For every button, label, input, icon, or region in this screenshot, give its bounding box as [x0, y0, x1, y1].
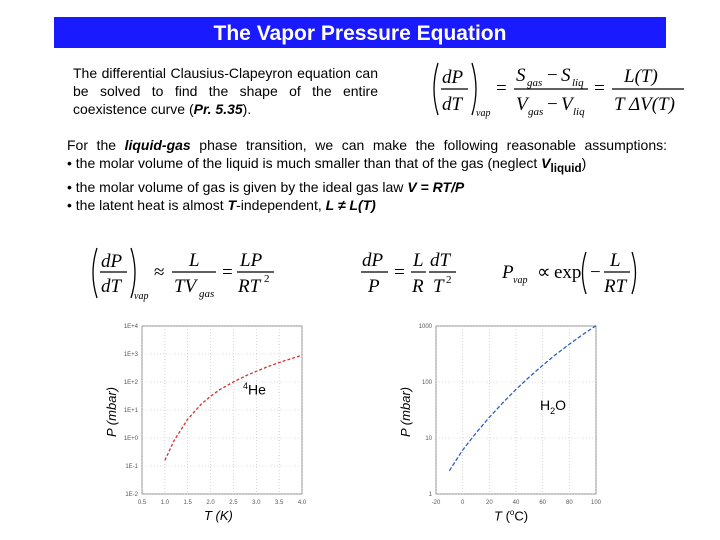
assumption-2: • the molar volume of gas is given by th… — [67, 178, 465, 195]
separated-equation: dP P = L R dT T 2 — [360, 246, 460, 305]
clausius-clapeyron-equation: dP dT vap = S gas − S liq V gas − V liq … — [428, 58, 690, 125]
svg-text:dP: dP — [362, 250, 384, 271]
cc-eq-2: = — [594, 78, 605, 99]
svg-text:dP: dP — [101, 251, 123, 272]
svg-text:∝: ∝ — [537, 262, 551, 283]
svg-text:P: P — [501, 262, 514, 283]
water-vapor-pressure-chart: -20 0 20 40 60 80 100 1 10 100 1000 — [419, 324, 602, 506]
svg-text:vap: vap — [513, 275, 527, 286]
cc-s-liq: S — [561, 65, 571, 86]
cc-minus: − — [547, 65, 558, 86]
he-x-tick-label: 4.0 — [298, 500, 307, 506]
he-y-tick-label: 1E+4 — [124, 324, 139, 330]
he-x-tick-label: 3.0 — [252, 500, 261, 506]
cc-dT: dT — [442, 94, 464, 115]
svg-text:=: = — [222, 262, 233, 283]
he-xlabel: T (K) — [204, 508, 233, 523]
he-x-tick-label: 1.5 — [184, 500, 193, 506]
cc-gas-sub: gas — [527, 77, 542, 89]
cc-v-gas: V — [516, 94, 530, 115]
svg-text:vap: vap — [134, 291, 148, 302]
svg-text:gas: gas — [199, 288, 214, 300]
cc-s-gas: S — [516, 65, 526, 86]
h2o-x-tick-label: -20 — [432, 500, 441, 506]
cc-v-liq: V — [561, 94, 575, 115]
h2o-x-tick-label: 40 — [513, 500, 520, 506]
he-x-tick-label: 0.5 — [138, 500, 147, 506]
he-y-tick-label: 1E+1 — [124, 408, 139, 414]
cc-gas-sub-2: gas — [528, 106, 543, 118]
cc-eq-1: = — [496, 78, 507, 99]
h2o-y-tick-label: 100 — [422, 380, 433, 386]
he-annotation: 4He — [243, 381, 266, 398]
intro-text-a: The differential Clausius-Clapeyron equa… — [73, 65, 378, 117]
liquid-gas-term: liquid-gas — [124, 137, 191, 153]
assumptions-lead: For the liquid-gas phase transition, we … — [67, 137, 667, 153]
assumptions-text: For the liquid-gas phase transition, we … — [67, 136, 667, 214]
svg-text:RT: RT — [237, 276, 262, 297]
svg-text:exp: exp — [554, 262, 581, 283]
helium-vapor-pressure-chart: 0.5 1.0 1.5 2.0 2.5 3.0 3.5 4.0 1E-2 1E-1 1E+0 1E+1… — [124, 324, 307, 506]
he-y-tick-label: 1E-1 — [125, 464, 138, 470]
he-x-tick-label: 3.5 — [275, 500, 284, 506]
he-plot-area — [141, 325, 303, 495]
h2o-xlabel: T (oC) — [494, 508, 529, 524]
he-y-tick-label: 1E+3 — [124, 352, 139, 358]
svg-text:2: 2 — [446, 274, 452, 286]
intro-text: The differential Clausius-Clapeyron equa… — [73, 64, 378, 118]
cc-liq-sub-2: liq — [573, 106, 585, 118]
svg-text:T: T — [433, 276, 445, 297]
cc-dP: dP — [442, 67, 464, 88]
svg-text:LP: LP — [239, 250, 263, 271]
h2o-x-tick-label: 100 — [591, 500, 602, 506]
h2o-series-line — [448, 325, 597, 472]
svg-text:P: P — [367, 276, 380, 297]
cc-latent: L(T) — [623, 66, 658, 87]
svg-text:−: − — [590, 262, 601, 283]
slide-title: The Vapor Pressure Equation — [54, 17, 666, 48]
svg-text:RT: RT — [603, 276, 628, 297]
intro-text-b: ). — [242, 101, 252, 117]
cc-minus-2: − — [547, 94, 558, 115]
cc-liq-sub: liq — [572, 77, 584, 89]
svg-text:2: 2 — [264, 273, 270, 285]
problem-reference: Pr. 5.35 — [193, 101, 243, 117]
svg-text:L: L — [188, 250, 200, 271]
he-y-tick-label: 1E-2 — [125, 492, 138, 498]
svg-text:dT: dT — [101, 276, 123, 297]
h2o-x-tick-label: 60 — [539, 500, 546, 506]
svg-text:=: = — [394, 262, 405, 283]
solution-equation: P vap ∝ exp − L RT — [500, 246, 640, 305]
he-y-tick-label: 1E+2 — [124, 380, 139, 386]
he-x-tick-label: 1.0 — [161, 500, 170, 506]
h2o-y-tick-label: 10 — [425, 436, 432, 442]
assumption-3: • the latent heat is almost T-independen… — [67, 196, 376, 213]
svg-text:dT: dT — [430, 250, 452, 271]
approximation-equation: dP dT vap ≈ L TV gas = LP RT 2 — [88, 244, 278, 307]
svg-text:L: L — [412, 250, 424, 271]
he-series-line — [164, 354, 303, 461]
he-y-tick-label: 1E+0 — [124, 436, 139, 442]
h2o-x-tick-label: 0 — [461, 500, 465, 506]
svg-text:R: R — [411, 276, 424, 297]
he-x-tick-label: 2.0 — [206, 500, 215, 506]
h2o-annotation: H2O — [540, 397, 567, 416]
he-x-tick-label: 2.5 — [229, 500, 238, 506]
h2o-y-tick-label: 1000 — [419, 324, 433, 330]
svg-text:≈: ≈ — [154, 262, 164, 283]
cc-vap: vap — [476, 108, 490, 119]
svg-text:L: L — [609, 250, 621, 271]
h2o-x-tick-label: 20 — [486, 500, 493, 506]
assumption-1: • the molar volume of the liquid is much… — [67, 155, 587, 175]
cc-tdv: T ΔV(T) — [614, 94, 675, 115]
h2o-y-tick-label: 1 — [429, 492, 433, 498]
svg-text:TV: TV — [174, 276, 199, 297]
h2o-x-tick-label: 80 — [566, 500, 573, 506]
